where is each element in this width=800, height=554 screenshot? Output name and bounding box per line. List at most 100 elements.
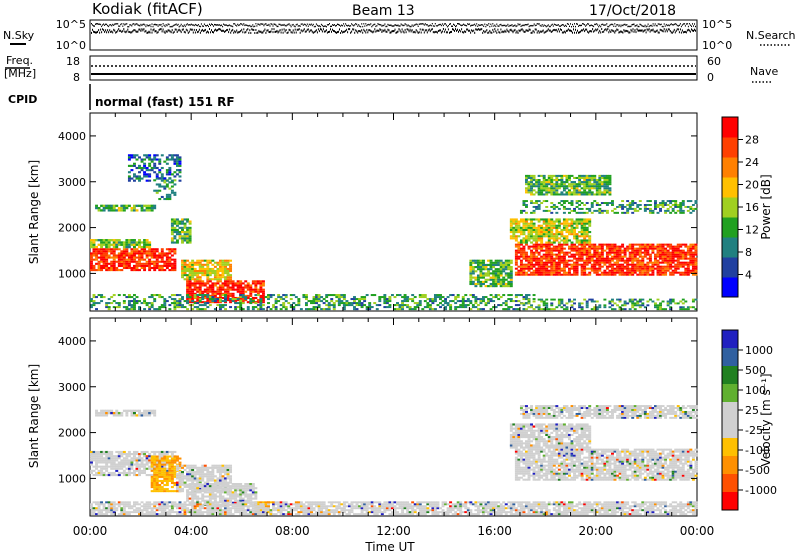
data-cell (143, 264, 147, 267)
noise-point (345, 29, 347, 32)
noise-point (340, 32, 342, 34)
noise-point (654, 23, 656, 25)
data-cell (499, 263, 503, 267)
data-cell (626, 271, 630, 274)
data-cell (133, 300, 136, 303)
noise-point (350, 25, 352, 27)
data-cell (188, 272, 192, 275)
noise-point (412, 31, 414, 34)
data-cell (525, 239, 528, 242)
data-cell (532, 257, 536, 260)
data-cell (552, 189, 556, 192)
noise-point (216, 24, 217, 26)
data-cell (575, 245, 579, 248)
data-cell (112, 266, 116, 270)
data-cell (117, 209, 121, 212)
noise-point (523, 24, 525, 27)
data-cell (555, 193, 559, 196)
data-cell (583, 235, 587, 238)
data-cell (170, 173, 174, 176)
data-cell (694, 247, 698, 250)
data-cell (671, 251, 675, 254)
noise-point (496, 23, 498, 25)
data-cell (383, 306, 387, 309)
data-cell (603, 209, 607, 212)
noise-point (426, 24, 428, 26)
data-cell (585, 226, 589, 229)
noise-point (498, 31, 500, 34)
data-cell (90, 262, 93, 265)
data-cell (684, 271, 688, 274)
data-cell (532, 211, 536, 214)
data-cell (282, 302, 286, 305)
data-cell (514, 251, 518, 254)
data-cell (170, 258, 174, 261)
data-cell (583, 298, 587, 301)
data-cell (203, 284, 207, 287)
noise-point (550, 24, 552, 26)
data-cell (198, 296, 202, 300)
data-cell (198, 290, 202, 293)
data-cell (105, 245, 109, 249)
data-cell (659, 265, 662, 268)
data-cell (224, 292, 227, 295)
data-cell (502, 266, 506, 269)
data-cell (396, 304, 399, 307)
data-cell (259, 280, 263, 283)
noise-point (158, 24, 160, 26)
noise-point (93, 25, 94, 27)
noise-point (337, 31, 338, 34)
data-cell (454, 302, 458, 305)
data-cell (522, 220, 526, 223)
data-cell (689, 205, 693, 208)
data-cell (522, 239, 526, 242)
data-cell (631, 269, 635, 272)
noise-point (423, 31, 425, 34)
data-cell (616, 253, 619, 256)
data-cell (183, 300, 187, 303)
noise-point (320, 23, 322, 26)
noise-point (259, 30, 261, 33)
data-cell (532, 273, 536, 276)
noise-point (118, 25, 120, 27)
noise-point (361, 29, 363, 32)
data-cell (525, 255, 528, 258)
data-cell (226, 292, 230, 295)
data-cell (95, 206, 98, 210)
data-cell (681, 200, 685, 203)
noise-point (418, 23, 420, 25)
noise-point (300, 23, 302, 25)
data-cell (160, 175, 164, 178)
data-cell (590, 174, 594, 177)
data-cell (547, 231, 551, 234)
data-cell (234, 288, 238, 291)
data-cell (674, 200, 678, 203)
data-cell (626, 269, 630, 272)
data-cell (507, 280, 511, 283)
data-cell (492, 306, 496, 309)
data-cell (560, 251, 564, 254)
data-cell (654, 245, 657, 248)
noise-point (485, 25, 487, 28)
data-cell (611, 257, 614, 260)
noise-point (191, 28, 193, 31)
data-cell (135, 250, 139, 253)
data-cell (229, 280, 233, 283)
data-cell (616, 261, 619, 264)
data-cell (562, 181, 566, 184)
data-cell (390, 294, 394, 297)
data-cell (585, 249, 589, 252)
data-cell (661, 205, 665, 208)
data-cell (550, 189, 554, 192)
data-cell (92, 245, 96, 249)
noise-point (154, 23, 156, 25)
data-cell (97, 264, 101, 267)
data-cell (621, 255, 625, 258)
data-cell (489, 308, 493, 311)
noise-point (546, 29, 548, 32)
data-cell (512, 237, 516, 240)
data-cell (198, 272, 202, 275)
data-cell (616, 304, 619, 307)
data-cell (140, 204, 144, 207)
data-cell (593, 185, 597, 188)
